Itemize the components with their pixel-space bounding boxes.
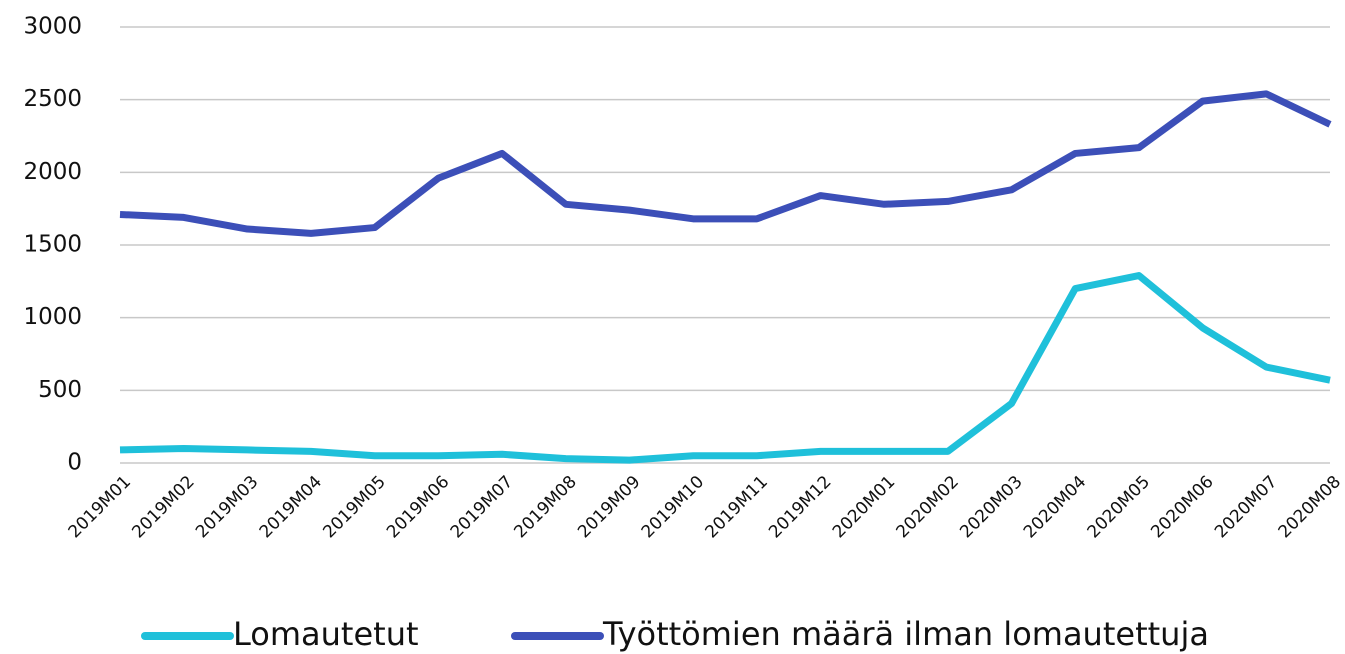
x-tick-label: 2019M05: [319, 472, 389, 542]
x-tick-label: 2020M02: [893, 472, 963, 542]
x-tick-label: 2019M03: [192, 472, 262, 542]
y-tick-label: 2500: [23, 86, 82, 112]
y-tick-label: 2000: [23, 159, 82, 185]
x-tick-label: 2020M03: [956, 472, 1026, 542]
x-tick-label: 2020M04: [1020, 472, 1090, 542]
x-tick-label: 2019M07: [447, 472, 517, 542]
x-tick-label: 2019M06: [383, 472, 453, 542]
x-tick-label: 2020M07: [1211, 472, 1281, 542]
legend-label: Työttömien määrä ilman lomautettuja: [602, 615, 1209, 653]
x-tick-label: 2020M08: [1275, 472, 1345, 542]
x-tick-label: 2019M09: [574, 472, 644, 542]
series-line: [119, 272, 1331, 464]
x-tick-label: 2019M11: [702, 472, 772, 542]
y-tick-label: 0: [67, 450, 82, 476]
x-tick-label: 2019M12: [765, 472, 835, 542]
legend-label: Lomautetut: [233, 615, 419, 653]
x-tick-label: 2019M04: [256, 472, 326, 542]
x-tick-label: 2019M10: [638, 472, 708, 542]
y-tick-label: 500: [38, 377, 82, 403]
x-tick-label: 2020M06: [1147, 472, 1217, 542]
x-tick-label: 2019M02: [128, 472, 198, 542]
x-tick-label: 2020M01: [829, 472, 899, 542]
y-tick-label: 1000: [23, 304, 82, 330]
y-tick-label: 3000: [23, 14, 82, 40]
x-tick-label: 2019M08: [510, 472, 580, 542]
y-tick-label: 1500: [23, 232, 82, 258]
series-line: [119, 90, 1332, 237]
x-tick-label: 2020M05: [1084, 472, 1154, 542]
x-tick-label: 2019M01: [65, 472, 135, 542]
